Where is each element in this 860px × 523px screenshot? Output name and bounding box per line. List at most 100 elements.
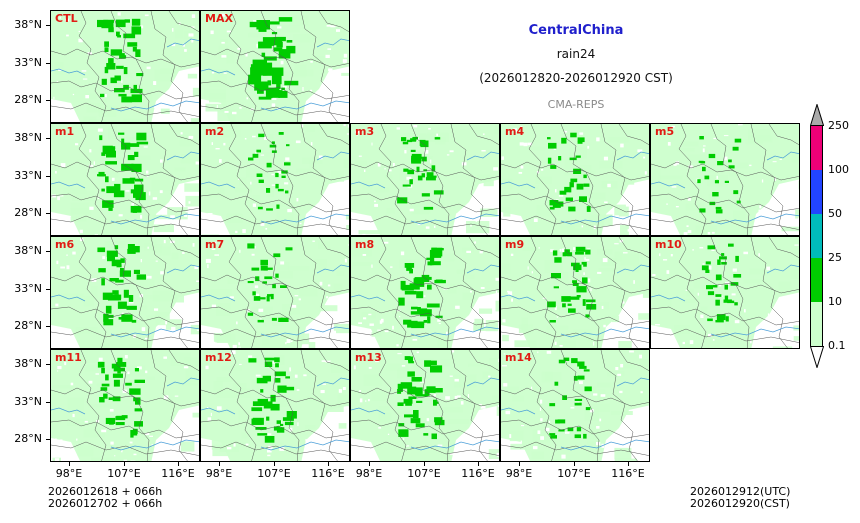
ensemble-panel-m1: m1 [50,123,200,236]
rivers [501,264,649,338]
source-title: CMA-REPS [547,98,605,111]
lat-tick-label: 28°N [14,319,42,332]
lat-tick [46,213,50,214]
ensemble-panel-m5: m5 [650,123,800,236]
lon-tick [478,462,479,466]
colorbar-level-label: 0.1 [828,339,846,352]
lon-tick-label: 116°E [461,467,495,480]
panel-label: m13 [355,351,382,364]
province-borders [51,11,199,122]
ensemble-panel-m9: m9 [500,236,650,349]
lat-tick [46,289,50,290]
map-m1 [51,124,199,235]
lon-tick-label: 107°E [257,467,291,480]
light-rain-field [501,237,649,348]
map-ctl [51,11,199,122]
province-borders [201,237,349,348]
init-utc-label: 2026012618 + 066h [48,485,163,498]
map-m14 [501,350,649,461]
lon-tick [219,462,220,466]
moderate-rain-core [248,132,291,211]
rivers [201,151,349,225]
province-borders [201,11,349,122]
lat-tick-label: 33°N [14,169,42,182]
map-m12 [201,350,349,461]
panel-label: m7 [205,238,225,251]
valid-cst-label: 2026012920(CST) [690,497,790,510]
lat-tick [46,25,50,26]
lat-tick [46,251,50,252]
moderate-rain-core [97,132,149,213]
panel-label: m5 [655,125,675,138]
ensemble-panel-m3: m3 [350,123,500,236]
province-borders [201,350,349,461]
map-m5 [651,124,799,235]
lat-tick [46,138,50,139]
map-m10 [651,237,799,348]
province-borders [501,124,649,235]
rivers [51,38,199,112]
light-rain-field [51,350,199,461]
panel-label: m4 [505,125,525,138]
rivers [51,264,199,338]
lon-tick [628,462,629,466]
lat-tick-label: 38°N [14,357,42,370]
init-cst-label: 2026012702 + 066h [48,497,163,510]
lat-tick-label: 28°N [14,432,42,445]
panel-label: m3 [355,125,375,138]
lat-tick-label: 33°N [14,282,42,295]
panel-label: m10 [655,238,682,251]
moderate-rain-core [398,247,446,329]
rivers [51,151,199,225]
light-rain-field [501,350,649,461]
dry-speckles [205,240,349,348]
moderate-rain-core [247,243,293,323]
lat-tick [46,326,50,327]
rivers [651,151,799,225]
lon-tick [328,462,329,466]
map-max [201,11,349,122]
rivers [351,151,499,225]
colorbar-segment [810,126,823,170]
lon-tick [369,462,370,466]
moderate-rain-core [248,357,297,443]
lon-tick-label: 116°E [311,467,345,480]
period-title: (2026012820-2026012920 CST) [479,71,673,85]
rivers [351,264,499,338]
panel-label: m8 [355,238,375,251]
light-rain-field [351,237,499,348]
ensemble-panel-max: MAX [200,10,350,123]
lat-tick-label: 38°N [14,18,42,31]
province-borders [501,237,649,348]
moderate-rain-core [248,17,299,100]
light-rain-field [201,11,349,122]
lon-tick [574,462,575,466]
lon-tick-label: 107°E [557,467,591,480]
colorbar-under-arrow [810,346,824,368]
lat-tick [46,100,50,101]
lon-tick [178,462,179,466]
ensemble-panel-m13: m13 [350,349,500,462]
rivers [501,151,649,225]
map-m11 [51,350,199,461]
light-rain-field [651,237,799,348]
moderate-rain-core [97,244,146,326]
rivers [651,264,799,338]
colorbar-level-label: 50 [828,207,842,220]
lon-tick-label: 107°E [407,467,441,480]
panel-label: CTL [55,12,78,25]
panel-label: m14 [505,351,532,364]
ensemble-panel-ctl: CTL [50,10,200,123]
map-m7 [201,237,349,348]
lon-tick [124,462,125,466]
map-m13 [351,350,499,461]
colorbar-level-label: 25 [828,251,842,264]
panel-label: m2 [205,125,225,138]
rivers [201,377,349,451]
light-rain-field [201,124,349,235]
panel-label: m12 [205,351,232,364]
moderate-rain-core [697,136,742,214]
lat-tick [46,402,50,403]
panel-label: m11 [55,351,82,364]
lon-tick-label: 107°E [107,467,141,480]
